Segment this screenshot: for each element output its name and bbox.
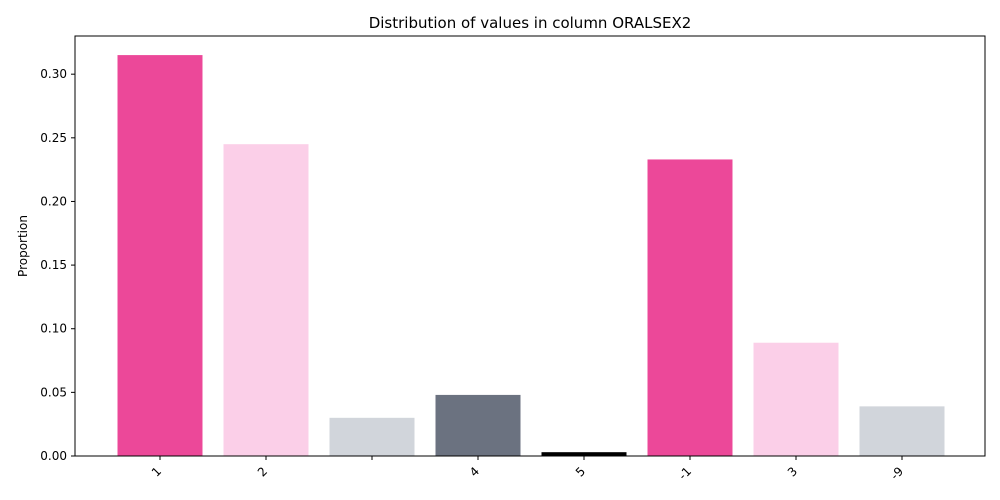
plot-frame <box>74 35 986 457</box>
y-tick-label: 0.05 <box>40 385 67 399</box>
x-tick-label: 5 <box>573 464 588 479</box>
x-tick-label: 4 <box>467 464 482 479</box>
chart-title: Distribution of values in column ORALSEX… <box>369 14 692 32</box>
y-axis-ticks: 0.00 0.05 0.10 0.15 0.20 0.25 0.30 <box>40 67 75 463</box>
bar-1 <box>117 55 203 456</box>
y-tick-label: 0.25 <box>40 131 67 145</box>
bar-3 <box>753 342 839 456</box>
bar--9 <box>859 406 945 456</box>
x-tick-label: 1 <box>149 464 164 479</box>
y-tick-label: 0.10 <box>40 322 67 336</box>
bars-group <box>117 55 945 457</box>
x-tick-label: 3 <box>785 464 800 479</box>
y-axis-label: Proportion <box>16 215 30 277</box>
y-tick-label: 0.00 <box>40 449 67 463</box>
bar-blank <box>329 417 415 456</box>
bar-2 <box>223 144 309 456</box>
y-tick-label: 0.15 <box>40 258 67 272</box>
x-tick-label: 2 <box>255 464 270 479</box>
x-axis-ticks: 1 2 4 5 -1 3 -9 <box>149 456 906 483</box>
bar-4 <box>435 394 521 456</box>
bar-5 <box>541 452 627 456</box>
bar--1 <box>647 159 733 457</box>
y-tick-label: 0.20 <box>40 194 67 208</box>
x-tick-label: -9 <box>888 464 906 482</box>
y-tick-label: 0.30 <box>40 67 67 81</box>
x-tick-label: -1 <box>676 464 694 482</box>
